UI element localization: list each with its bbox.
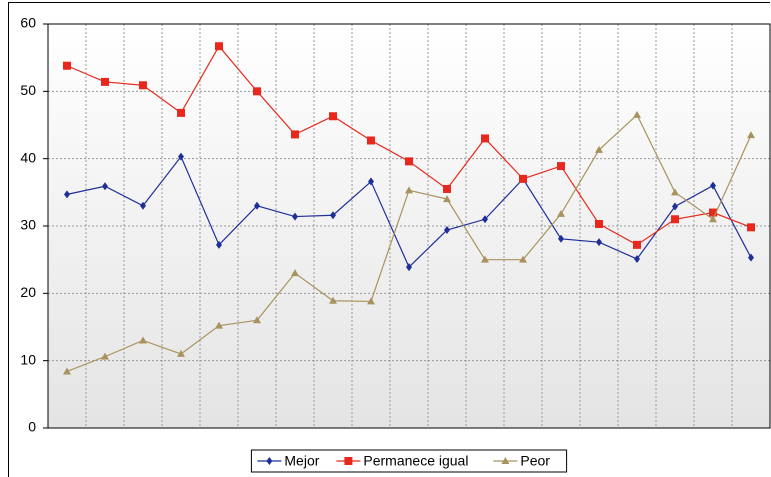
marker <box>710 181 716 190</box>
marker <box>481 134 489 143</box>
y-tick-label: 0 <box>28 419 36 435</box>
marker <box>557 162 565 171</box>
marker <box>177 108 185 117</box>
marker <box>178 152 184 161</box>
marker <box>102 182 108 191</box>
marker <box>709 215 717 223</box>
marker <box>443 184 451 193</box>
marker <box>215 42 223 51</box>
marker <box>671 188 679 196</box>
marker <box>557 209 565 217</box>
marker <box>291 269 299 277</box>
y-tick-label: 50 <box>20 82 36 98</box>
y-tick-label: 20 <box>20 284 36 300</box>
marker <box>253 87 261 96</box>
marker <box>633 240 641 249</box>
marker <box>64 190 70 199</box>
marker <box>101 352 109 360</box>
marker <box>519 255 527 263</box>
marker <box>253 316 261 324</box>
marker <box>101 77 109 86</box>
marker <box>177 349 185 357</box>
marker <box>671 215 679 224</box>
marker <box>595 219 603 228</box>
marker <box>292 212 298 221</box>
marker <box>140 201 146 210</box>
legend-label: Peor <box>520 453 550 469</box>
y-tick-label: 10 <box>20 351 36 367</box>
marker <box>596 238 602 247</box>
marker <box>709 208 717 217</box>
marker <box>405 157 413 166</box>
marker <box>595 145 603 153</box>
marker <box>444 226 450 235</box>
marker <box>216 240 222 249</box>
y-tick-label: 40 <box>20 149 36 165</box>
marker <box>254 201 260 210</box>
marker <box>558 234 564 243</box>
marker <box>63 367 71 375</box>
plot-border <box>47 23 771 429</box>
marker <box>329 296 337 304</box>
marker <box>330 211 336 220</box>
legend-box <box>250 449 568 473</box>
marker <box>139 336 147 344</box>
marker <box>291 130 299 139</box>
marker <box>747 131 755 139</box>
marker <box>634 254 640 263</box>
y-tick-label: 60 <box>20 15 36 31</box>
marker <box>63 61 71 70</box>
legend-label: Permanece igual <box>363 453 468 469</box>
marker <box>748 253 754 262</box>
marker <box>329 112 337 121</box>
marker <box>481 255 489 263</box>
marker <box>367 136 375 145</box>
marker <box>367 297 375 305</box>
marker <box>405 186 413 194</box>
chart-frame <box>8 2 770 477</box>
marker <box>406 263 412 272</box>
legend-label: Mejor <box>284 453 319 469</box>
marker <box>443 195 451 203</box>
marker <box>139 81 147 90</box>
marker <box>672 202 678 211</box>
marker <box>368 177 374 186</box>
marker <box>519 174 527 183</box>
marker <box>266 457 273 465</box>
y-tick-label: 30 <box>20 217 36 233</box>
marker <box>344 457 353 465</box>
marker <box>747 223 755 232</box>
marker <box>482 215 488 224</box>
marker <box>215 321 223 329</box>
marker <box>501 457 510 464</box>
marker <box>633 110 641 118</box>
